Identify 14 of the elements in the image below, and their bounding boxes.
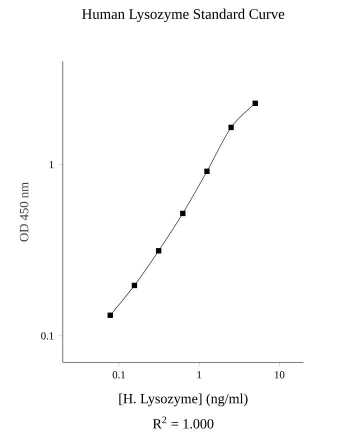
y-axis-title: OD 450 nm	[20, 182, 28, 242]
text: R$^{2}$ = 1.000	[152, 416, 214, 429]
point	[204, 168, 210, 174]
point	[156, 248, 162, 254]
x-tick-label: 0.1	[112, 371, 125, 378]
x-tick-label: 1	[197, 371, 202, 378]
x-axis-title: [H. Lysozyme] (ng/ml)	[119, 393, 248, 406]
point	[180, 210, 186, 216]
point	[228, 124, 234, 130]
point	[107, 312, 113, 318]
x-tick-label: 10	[274, 371, 284, 378]
point	[132, 282, 137, 288]
chart-title: Human Lysozyme Standard Curve	[82, 8, 284, 22]
point	[252, 100, 258, 106]
